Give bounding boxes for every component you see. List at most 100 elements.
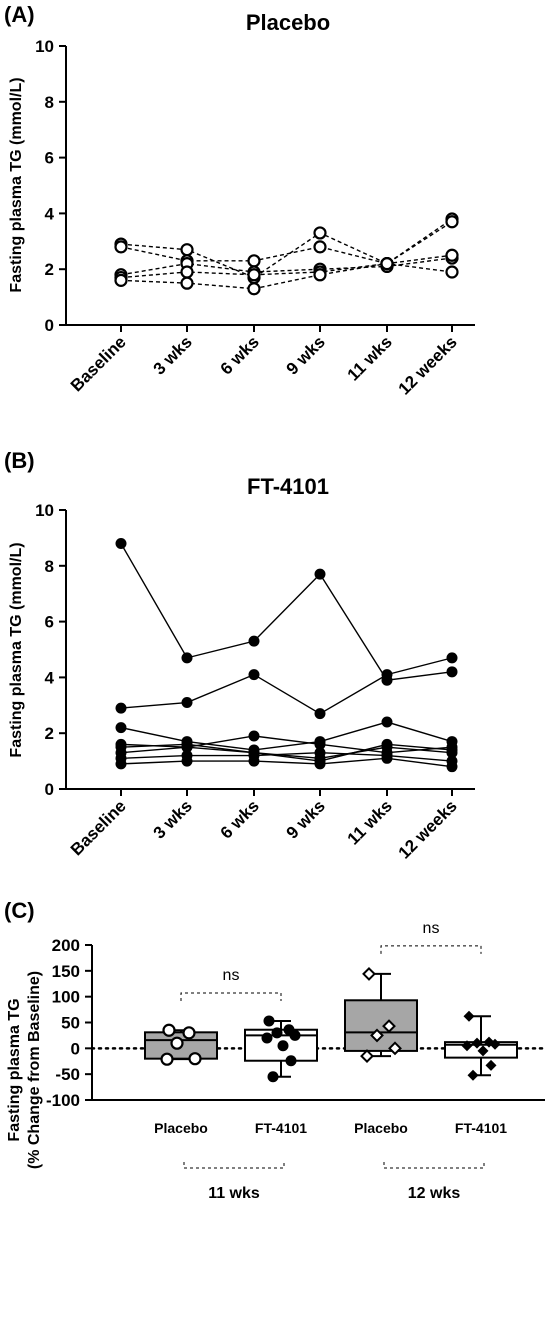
panel-c-group-bracket: [183, 1162, 285, 1169]
panel-b-series-7-point: [314, 747, 326, 759]
panel-b-series-8-point: [446, 761, 458, 773]
panel-b-series-2-point: [248, 669, 260, 681]
panel-b-x-tick-label: 3 wks: [150, 796, 196, 842]
panel-b-series-2-point: [381, 669, 393, 681]
panel-b-series-2-point: [115, 702, 127, 714]
panel-c-box: [344, 999, 418, 1052]
panel-c-data-point: [489, 1038, 501, 1050]
panel-b-series-1-point: [314, 568, 326, 580]
panel-b-series-6-point: [181, 741, 193, 753]
panel-c-data-point: [477, 1045, 489, 1057]
panel-c-data-point: [261, 1032, 273, 1044]
panel-a-series-2-point: [313, 240, 327, 254]
panel-c-data-point: [485, 1059, 497, 1071]
panel-c-y-tick-label: -50: [55, 1065, 80, 1084]
panel-c-data-point: [271, 1027, 283, 1039]
panel-a-series-5-point: [445, 265, 459, 279]
panel-b-series-8-point: [314, 758, 326, 770]
panel-c-y-tick-label: -100: [46, 1091, 80, 1110]
panel-a-label: (A): [4, 2, 35, 27]
panel-b-series-8-point: [248, 755, 260, 767]
panel-c-data-point: [267, 1071, 279, 1083]
panel-c-group-label: 12 wks: [408, 1185, 461, 1202]
panel-b-series-2-line: [120, 657, 453, 715]
panel-b-series-2-point: [446, 652, 458, 664]
panel-a-series-1-line: [120, 218, 453, 279]
panel-a-series-5-point: [114, 273, 128, 287]
panel-a-y-tick-label: 8: [45, 93, 54, 112]
panel-a-x-tick-label: Baseline: [67, 332, 130, 395]
panel-b-x-tick-label: Baseline: [67, 796, 130, 859]
panel-c-data-point: [160, 1052, 174, 1066]
panel-c-data-point: [188, 1052, 202, 1066]
panel-b-series-7-line: [120, 752, 453, 762]
panel-c-data-point: [467, 1069, 479, 1081]
panel-b-series-1-point: [248, 635, 260, 647]
panel-b-series-8-line: [120, 757, 453, 768]
panel-a-series-1-point: [313, 226, 327, 240]
panel-a-series-3-line: [120, 257, 453, 276]
panel-a-series-2-point: [445, 215, 459, 229]
panel-b-series: [115, 537, 458, 773]
panel-a-y-axis-label: Fasting plasma TG (mmol/L): [8, 77, 25, 292]
panel-a-y-tick-label: 4: [45, 204, 55, 223]
panel-a-series-4-point: [445, 248, 459, 262]
panel-b-label: (B): [4, 448, 35, 473]
panel-a-series-5-line: [120, 262, 453, 290]
panel-b-series-1-line: [120, 543, 453, 681]
panel-c-data-point: [471, 1037, 483, 1049]
panel-b-y-tick-label: 10: [35, 501, 54, 520]
panel-a-y-tick-label: 0: [45, 316, 54, 335]
panel-c-data-point: [285, 1055, 297, 1067]
panel-c-data-point: [277, 1040, 289, 1052]
panel-b-series-4-point: [314, 738, 326, 750]
panel-c-y-tick-label: 100: [52, 988, 80, 1007]
panel-c-category-label: Placebo: [154, 1120, 208, 1136]
panel-b-series-3-point: [381, 716, 393, 728]
panel-c-comparison-label: ns: [423, 920, 440, 937]
panel-c-data-point: [463, 1010, 475, 1022]
panel-b-series-8-point: [381, 752, 393, 764]
panel-a-series-4-point: [247, 268, 261, 282]
panel-b-y-tick-label: 6: [45, 613, 54, 632]
panel-a-x-tick-label: 3 wks: [150, 332, 196, 378]
panel-b-series-4-line: [120, 735, 453, 754]
panel-c-category-label: FT-4101: [255, 1120, 307, 1136]
panel-b-series-3-line: [120, 721, 453, 751]
panel-a-x-tick-label: 11 wks: [344, 332, 396, 384]
panel-b-x-tick-label: 11 wks: [344, 796, 396, 848]
panel-c-boxes: ns ns: [144, 920, 518, 1083]
panel-c-comparison-bracket: [180, 992, 282, 1001]
panel-b-series-4-point: [248, 730, 260, 742]
panel-b-title: FT-4101: [247, 474, 329, 499]
panel-b-y-tick-label: 2: [45, 724, 54, 743]
panel-b-series-1-point: [446, 666, 458, 678]
panel-c-data-point: [461, 1040, 473, 1052]
panel-c-y-axis-label-line2: (% Change from Baseline): [26, 971, 43, 1169]
panel-b: (B) FT-4101 Fasting plasma TG (mmol/L) 0…: [4, 448, 475, 863]
panel-c-comparison-bracket: [380, 945, 482, 954]
panel-a-y-tick-label: 6: [45, 149, 54, 168]
panel-c-data-point: [162, 1023, 176, 1037]
panel-c-y-tick-label: 150: [52, 962, 80, 981]
panel-b-series-1-point: [115, 537, 127, 549]
panel-a: (A) Placebo Fasting plasma TG (mmol/L) 0…: [4, 2, 475, 399]
panel-b-series-6-point: [381, 738, 393, 750]
panel-b-x-tick-label: 6 wks: [217, 796, 263, 842]
panel-a-y-tick-label: 10: [35, 37, 54, 56]
panel-c-data-point: [388, 1041, 402, 1056]
panel-c-data-point: [360, 1049, 374, 1063]
panel-a-series-5-point: [380, 257, 394, 271]
panel-b-series-5-line: [120, 743, 453, 760]
panel-c-data-point: [263, 1015, 275, 1027]
panel-c-data-point: [170, 1036, 184, 1050]
panel-b-x-tick-label: 12 weeks: [395, 796, 461, 862]
panel-b-series-2-point: [181, 697, 193, 709]
panel-a-series-2-line: [120, 221, 453, 265]
panel-c-label: (C): [4, 898, 35, 923]
panel-c-data-point: [370, 1028, 384, 1043]
panel-c: (C) Fasting plasma TG (% Change from Bas…: [4, 898, 547, 1202]
